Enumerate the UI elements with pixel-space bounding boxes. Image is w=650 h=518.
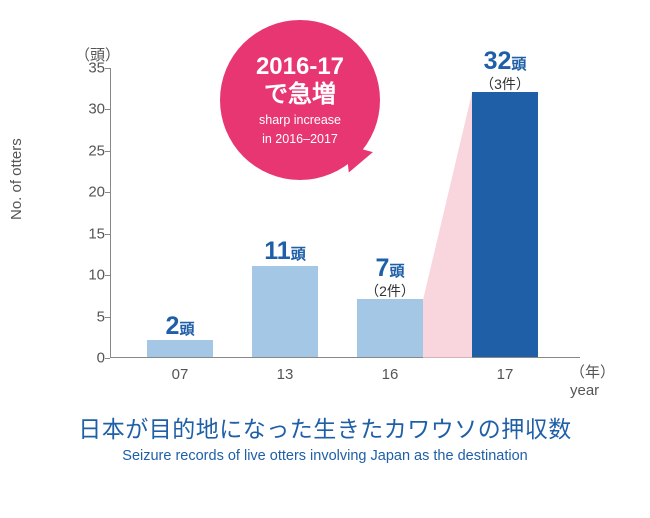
y-tick-mark	[105, 275, 110, 276]
y-tick-mark	[105, 68, 110, 69]
bar-value-unit: 頭	[291, 246, 306, 263]
bar: 2頭	[147, 340, 213, 357]
bar-label: 32頭 （3件）	[445, 47, 565, 92]
y-axis-line	[110, 68, 111, 358]
bar-value: 11	[264, 237, 290, 265]
bar-value-unit: 頭	[179, 321, 194, 338]
bar-value-unit: 頭	[511, 56, 526, 73]
bar-label: 2頭	[120, 312, 240, 341]
bar: 11頭	[252, 266, 318, 357]
y-tick-mark	[105, 317, 110, 318]
y-tick-label: 5	[70, 308, 105, 325]
x-tick-label: 17	[475, 366, 535, 383]
bar-count-label: （2件）	[330, 283, 450, 299]
bar-value: 32	[484, 47, 512, 75]
y-tick-label: 25	[70, 142, 105, 159]
y-tick-mark	[105, 358, 110, 359]
callout-bubble: 2016-17 で急増 sharp increase in 2016–2017	[220, 20, 380, 180]
y-tick-label: 10	[70, 267, 105, 284]
y-tick-mark	[105, 192, 110, 193]
y-tick-label: 35	[70, 60, 105, 77]
y-tick-mark	[105, 234, 110, 235]
y-tick-mark	[105, 109, 110, 110]
bar-label: 7頭 （2件）	[330, 254, 450, 299]
y-axis-title: No. of otters	[8, 138, 25, 220]
bar-count-label: （3件）	[445, 76, 565, 92]
x-axis-unit-en: year	[570, 382, 615, 400]
x-tick-label: 13	[255, 366, 315, 383]
y-tick-label: 30	[70, 101, 105, 118]
caption-jp: 日本が目的地になった生きたカワウソの押収数	[0, 410, 650, 444]
callout-text-jp1: 2016-17	[256, 53, 344, 81]
bar-label: 11頭	[225, 237, 345, 266]
callout-text-en2: in 2016–2017	[262, 132, 338, 147]
x-axis-line	[110, 357, 580, 358]
callout-text-en1: sharp increase	[259, 113, 341, 128]
bar-value: 2	[166, 312, 180, 340]
y-tick-mark	[105, 151, 110, 152]
x-axis-unit: （年） year	[570, 364, 615, 400]
bar-value: 7	[376, 254, 390, 282]
x-tick-label: 16	[360, 366, 420, 383]
caption: 日本が目的地になった生きたカワウソの押収数 Seizure records of…	[0, 410, 650, 464]
y-tick-label: 15	[70, 225, 105, 242]
bar-value-unit: 頭	[389, 263, 404, 280]
caption-en: Seizure records of live otters involving…	[0, 448, 650, 464]
callout-text-jp2: で急増	[264, 81, 336, 109]
bar: 32頭（3件）	[472, 92, 538, 357]
y-tick-label: 0	[70, 350, 105, 367]
x-axis-unit-jp: （年）	[570, 364, 615, 382]
bar: 7頭（2件）	[357, 299, 423, 357]
y-tick-label: 20	[70, 184, 105, 201]
x-tick-label: 07	[150, 366, 210, 383]
